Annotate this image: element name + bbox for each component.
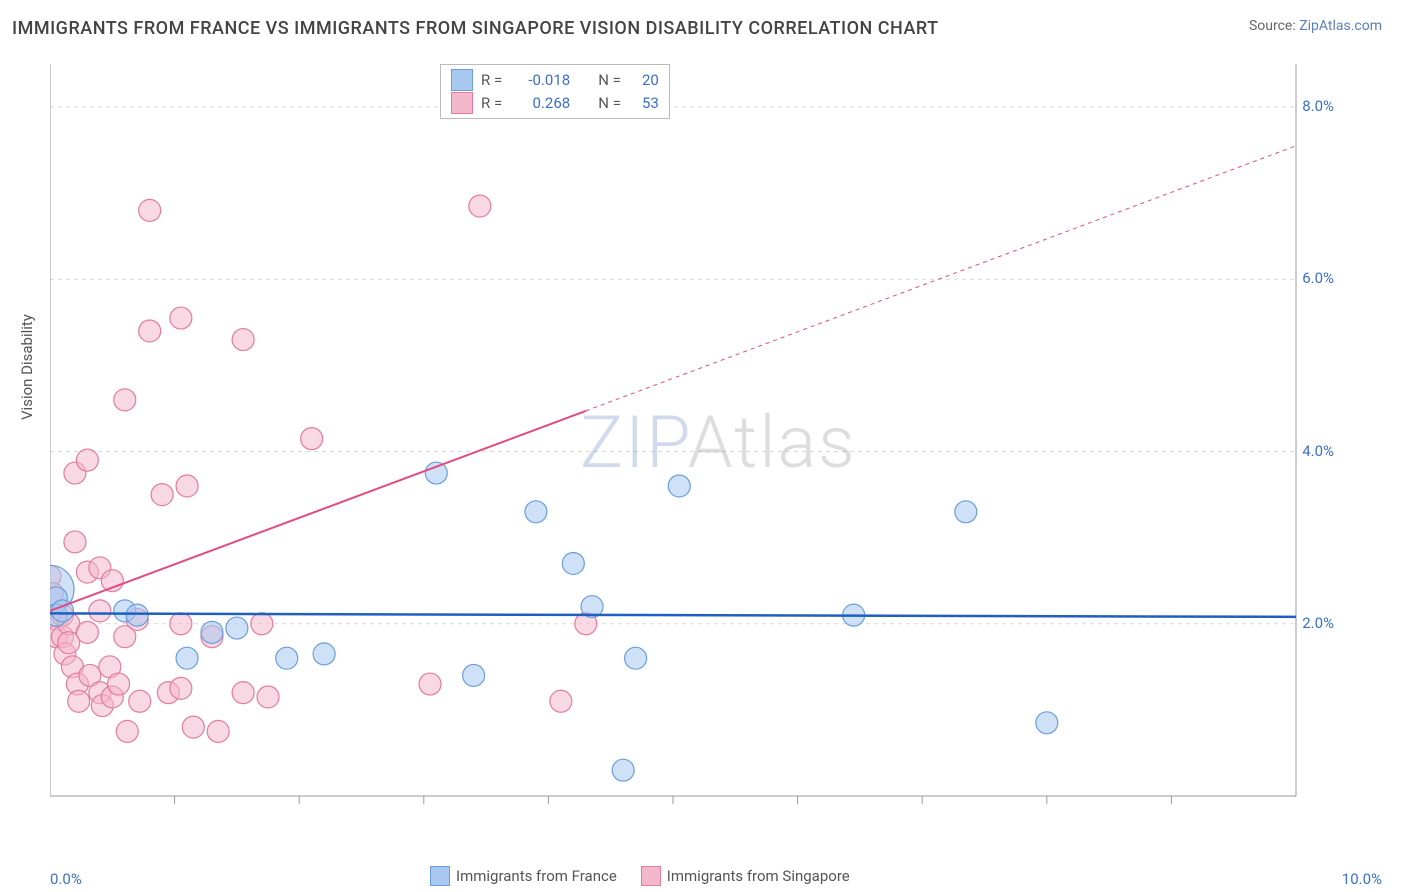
- legend-series-label: Immigrants from Singapore: [667, 867, 850, 885]
- legend-swatch: [430, 866, 450, 886]
- x-axis-max-label: 10.0%: [1342, 870, 1382, 888]
- legend-series-item: Immigrants from Singapore: [641, 866, 850, 886]
- legend-correlation-box: R =-0.018N =20R =0.268N =53: [440, 64, 670, 119]
- y-tick-label: 8.0%: [1302, 97, 1334, 115]
- source-link[interactable]: ZipAtlas.com: [1299, 18, 1382, 34]
- legend-series: Immigrants from France Immigrants from Si…: [430, 866, 850, 886]
- legend-correlation-row: R =-0.018N =20: [451, 69, 659, 92]
- y-tick-label: 2.0%: [1302, 614, 1334, 632]
- source-attribution: Source: ZipAtlas.com: [1249, 18, 1382, 34]
- legend-series-label: Immigrants from France: [456, 867, 617, 885]
- legend-swatch: [451, 69, 473, 91]
- legend-series-item: Immigrants from France: [430, 866, 617, 886]
- legend-swatch: [641, 866, 661, 886]
- chart-plot-area: ZIPAtlas 2.0%4.0%6.0%8.0%: [50, 60, 1346, 820]
- chart-title: IMMIGRANTS FROM FRANCE VS IMMIGRANTS FRO…: [12, 18, 939, 39]
- legend-swatch: [451, 92, 473, 114]
- y-axis-label: Vision Disability: [18, 314, 36, 420]
- source-prefix: Source:: [1249, 18, 1299, 34]
- y-tick-label: 6.0%: [1302, 269, 1334, 287]
- x-axis-min-label: 0.0%: [50, 870, 82, 888]
- scatter-plot-svg: [50, 60, 1346, 820]
- y-tick-label: 4.0%: [1302, 442, 1334, 460]
- legend-correlation-row: R =0.268N =53: [451, 92, 659, 115]
